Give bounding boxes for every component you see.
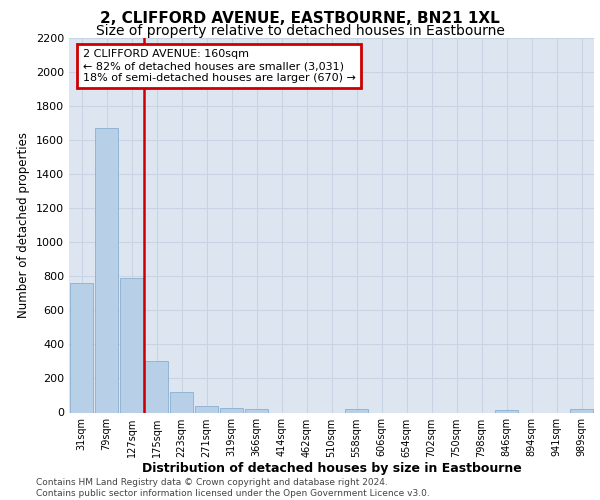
Bar: [245, 409, 268, 412]
Bar: [70, 283, 93, 412]
Bar: [495, 410, 518, 412]
Bar: [120, 278, 143, 412]
Bar: [170, 392, 193, 412]
Text: 2, CLIFFORD AVENUE, EASTBOURNE, BN21 1XL: 2, CLIFFORD AVENUE, EASTBOURNE, BN21 1XL: [100, 11, 500, 26]
Bar: [570, 409, 593, 412]
Text: Size of property relative to detached houses in Eastbourne: Size of property relative to detached ho…: [95, 24, 505, 38]
Text: 2 CLIFFORD AVENUE: 160sqm
← 82% of detached houses are smaller (3,031)
18% of se: 2 CLIFFORD AVENUE: 160sqm ← 82% of detac…: [83, 50, 356, 82]
Bar: [220, 408, 243, 412]
Bar: [145, 362, 168, 412]
X-axis label: Distribution of detached houses by size in Eastbourne: Distribution of detached houses by size …: [142, 462, 521, 475]
Bar: [195, 406, 218, 412]
Bar: [345, 409, 368, 412]
Bar: [95, 128, 118, 412]
Text: Contains HM Land Registry data © Crown copyright and database right 2024.
Contai: Contains HM Land Registry data © Crown c…: [36, 478, 430, 498]
Y-axis label: Number of detached properties: Number of detached properties: [17, 132, 31, 318]
